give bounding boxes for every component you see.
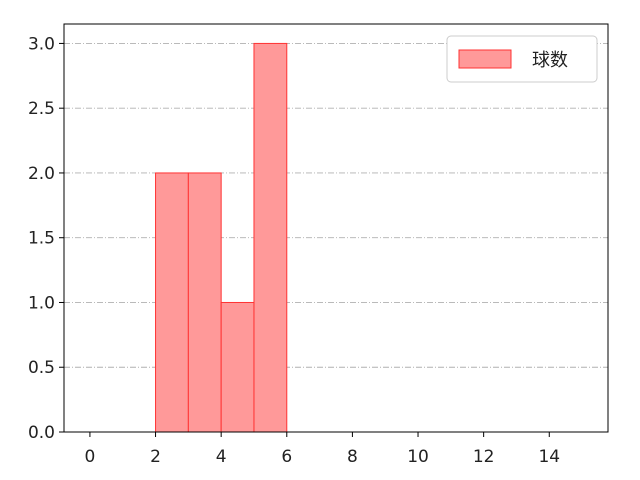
- x-tick-label: 14: [538, 447, 560, 467]
- x-tick-label: 2: [150, 447, 161, 467]
- y-tick-label: 2.0: [28, 164, 55, 184]
- y-tick-label: 1.0: [28, 293, 55, 313]
- legend-swatch: [458, 49, 512, 69]
- histogram-bar: [187, 172, 222, 433]
- bars: [155, 42, 288, 433]
- legend-box: [446, 35, 598, 83]
- y-tick-label: 0.5: [28, 358, 55, 378]
- x-tick-label: 12: [473, 447, 495, 467]
- x-tick-label: 0: [85, 447, 96, 467]
- x-axis: 0 2 4 6 8 10 12 14: [85, 432, 560, 467]
- legend: 球数: [446, 35, 598, 83]
- y-tick-label: 0.0: [28, 423, 55, 443]
- x-tick-label: 10: [407, 447, 429, 467]
- grid-lines: [64, 42, 608, 368]
- plot-frame: [63, 23, 609, 433]
- legend-label: 球数: [532, 50, 568, 71]
- histogram-bar: [253, 42, 288, 433]
- y-tick-label: 1.5: [28, 229, 55, 249]
- y-tick-label: 3.0: [28, 34, 55, 54]
- histogram-bar: [155, 172, 189, 433]
- histogram-bar: [220, 301, 255, 433]
- x-tick-label: 4: [216, 447, 227, 467]
- x-tick-label: 6: [281, 447, 292, 467]
- y-tick-label: 2.5: [28, 99, 55, 119]
- y-axis: 0.0 0.5 1.0 1.5 2.0 2.5 3.0: [28, 34, 64, 443]
- x-tick-label: 8: [347, 447, 358, 467]
